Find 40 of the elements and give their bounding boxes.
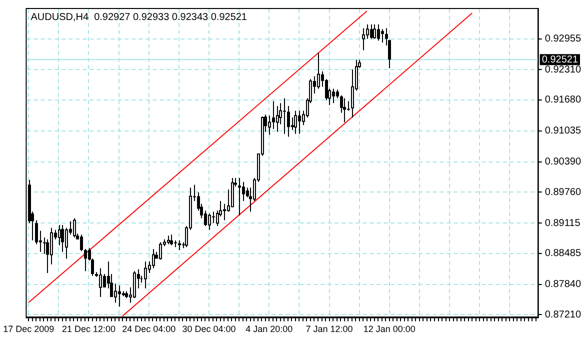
- candlestick: [212, 211, 215, 224]
- x-tick-label: 21 Dec 12:00: [62, 324, 116, 334]
- x-tick-label: 4 Jan 20:00: [246, 324, 293, 334]
- candlestick: [84, 248, 87, 272]
- x-tick-label: 30 Dec 04:00: [182, 324, 236, 334]
- y-tick-label: 0.88485: [544, 248, 582, 260]
- candlestick: [61, 224, 64, 252]
- y-tick-label: 0.90390: [544, 156, 582, 168]
- y-tick-label: 0.89115: [544, 218, 581, 229]
- y-tick-label: 0.92955: [544, 34, 582, 45]
- chart-title: AUDUSD,H4 0.92927 0.92933 0.92343 0.92521: [30, 12, 248, 23]
- candlestick: [204, 210, 207, 226]
- candlestick: [35, 220, 38, 245]
- candlestick: [381, 28, 384, 44]
- y-tick-label: 0.87840: [544, 279, 582, 290]
- candlestick: [370, 24, 373, 40]
- y-tick-label: 0.89760: [544, 186, 582, 198]
- x-tick-label: 12 Jan 00:00: [363, 324, 416, 334]
- candlestick: [347, 100, 350, 112]
- candlestick: [103, 273, 106, 288]
- candlestick: [242, 181, 245, 202]
- y-tick-label: 0.92310: [544, 64, 582, 76]
- x-tick-label: 7 Jan 12:00: [306, 324, 353, 334]
- candlestick: [238, 177, 241, 216]
- candlestick: [298, 110, 301, 134]
- candlestick: [272, 100, 275, 130]
- x-tick-label: 24 Dec 04:00: [122, 324, 176, 334]
- candlestick: [170, 234, 173, 246]
- y-tick-label: 0.87210: [544, 309, 582, 320]
- candlestick: [80, 234, 83, 252]
- ref-line-label: 0.92521: [542, 54, 578, 66]
- y-tick-label: 0.91035: [544, 126, 582, 137]
- candlestick: [332, 88, 335, 104]
- y-tick-label: 0.91680: [544, 94, 582, 106]
- candlestick: [325, 78, 328, 101]
- candlestick: [343, 98, 346, 123]
- x-tick-label: 17 Dec 2009: [3, 324, 54, 334]
- candlestick: [377, 24, 380, 42]
- candlestick: [43, 237, 46, 254]
- candlestick: [287, 105, 290, 138]
